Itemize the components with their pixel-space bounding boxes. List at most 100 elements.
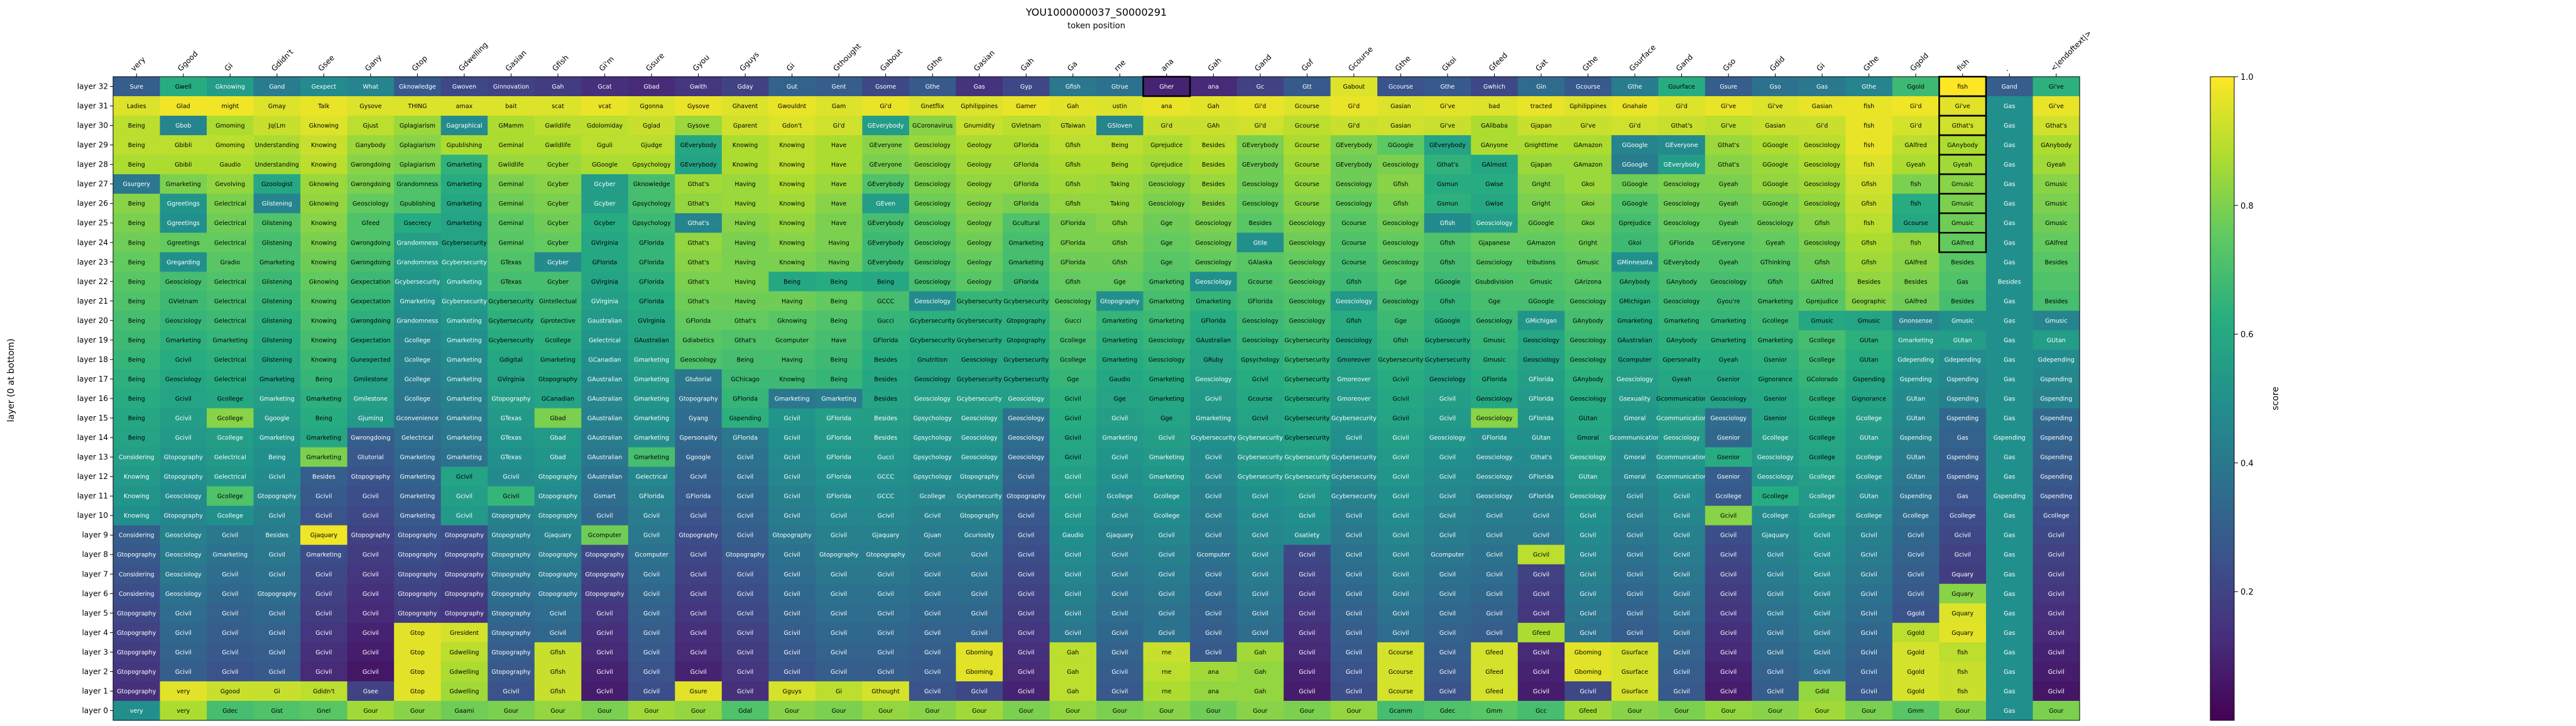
heatmap-cell (1424, 77, 1471, 97)
cell-label: Gcivil (1627, 571, 1643, 578)
cell-label: Gspending (2040, 376, 2072, 383)
cell-label: Gcivil (503, 493, 519, 500)
cell-label: GEveryone (1712, 239, 1745, 246)
cell-label: Gi'd (833, 123, 845, 129)
cell-label: Being (315, 376, 332, 383)
cell-label: Gyeah (1672, 376, 1691, 383)
heatmap-cell (1517, 116, 1565, 136)
cell-label: Gcivil (1111, 571, 1128, 578)
heatmap-cell (1798, 77, 1846, 97)
cell-label: Gcollege (919, 493, 946, 500)
heatmap-cell (2033, 291, 2080, 311)
cell-label: Gspending (2040, 396, 2072, 403)
cell-label: Having (734, 298, 755, 305)
cell-label: Gcivil (315, 649, 332, 656)
cell-label: Gcivil (1018, 688, 1034, 695)
heatmap-cell (1798, 291, 1846, 311)
cell-label: Gour (878, 708, 893, 715)
cell-label: Gcivil (269, 474, 285, 481)
heatmap-cell (1190, 291, 1238, 311)
heatmap-cell (1705, 213, 1752, 233)
heatmap-cell (1798, 311, 1846, 331)
heatmap-cell (113, 135, 161, 155)
heatmap-cells: Sure Gwell Gknowing Gand Gexpect What Gknowled… (113, 77, 2080, 721)
heatmap-cell (1517, 233, 1565, 253)
cell-label: Gi'd (1255, 123, 1267, 129)
cell-label: GAnybody (1947, 142, 1978, 149)
cell-label: Gcivil (1814, 571, 1830, 578)
heatmap-cell (2033, 233, 2080, 253)
cell-label: Gas (2004, 220, 2015, 227)
heatmap-cell (862, 349, 910, 370)
heatmap-cell (1330, 330, 1378, 350)
column-label: ana (1159, 57, 1176, 73)
cell-label: Gcivil (1955, 552, 1971, 559)
heatmap-cell (1143, 174, 1191, 194)
heatmap-cell (721, 213, 769, 233)
heatmap-cell (394, 272, 442, 292)
heatmap-cell (160, 349, 207, 370)
heatmap-cell (2033, 194, 2080, 214)
cell-label: Gcivil (596, 669, 613, 676)
cell-label: Gthat's (734, 317, 756, 324)
cell-label: GFlorida (686, 493, 711, 500)
cell-label: Besides (1857, 278, 1880, 285)
heatmap-cell (1752, 116, 1799, 136)
cell-label: Gdolomiday (587, 123, 623, 129)
cell-label: Gspending (1853, 376, 1885, 383)
heatmap-cell (1658, 291, 1706, 311)
cell-label: Geosciology (165, 317, 202, 324)
cell-label: GAnybody (1573, 376, 1603, 383)
cell-label: GFlorida (639, 278, 664, 285)
heatmap-cell (1517, 252, 1565, 272)
heatmap-cell (1798, 174, 1846, 194)
heatmap-cell (207, 174, 254, 194)
heatmap-cell (581, 291, 629, 311)
cell-label: Gcivil (1111, 415, 1128, 422)
column-label: Gthe (1581, 54, 1600, 73)
cell-label: GAlibaba (1481, 123, 1508, 129)
heatmap-cell (253, 135, 301, 155)
cell-label: Gfish (1346, 278, 1362, 285)
cell-label: Gah (1067, 649, 1079, 656)
cell-label: Gelectrical (636, 474, 668, 481)
cell-label: very (177, 688, 190, 695)
cell-label: Gdepending (2038, 356, 2075, 363)
heatmap-cell (1190, 349, 1238, 370)
cell-label: Gcivil (1673, 591, 1689, 598)
heatmap-cell (1471, 311, 1519, 331)
heatmap-cell (1096, 291, 1144, 311)
heatmap-cell (1705, 174, 1752, 194)
row-label: layer 2 (82, 667, 108, 676)
cell-label: Knowing (311, 356, 337, 363)
cell-label: Gprejudice (1150, 142, 1182, 149)
cell-label: Gpsychology (632, 220, 671, 227)
heatmap-cell (956, 252, 1003, 272)
cell-label: Gprotective (540, 317, 576, 324)
cell-label: Gcomputer (775, 337, 809, 344)
cell-label: Having (828, 239, 849, 246)
heatmap-cell (1517, 194, 1565, 214)
cell-label: Being (877, 278, 894, 285)
heatmap-cell (1471, 349, 1519, 370)
heatmap-cell (675, 213, 723, 233)
cell-label: GAustralian (1196, 337, 1231, 344)
heatmap-cell (1611, 77, 1659, 97)
cell-label: Ggoogle (265, 415, 290, 422)
cell-label: Gcivil (1065, 630, 1081, 637)
cell-label: Gcivil (1392, 513, 1409, 520)
cell-label: Gdec (222, 708, 237, 715)
cell-label: Gmarketing (634, 356, 669, 363)
heatmap-cell (160, 311, 207, 331)
heatmap-cell (675, 272, 723, 292)
cell-label: Gwildlife (545, 142, 571, 149)
heatmap-cell (862, 96, 910, 116)
cell-label: Having (734, 278, 755, 285)
heatmap-cell (1752, 135, 1799, 155)
cell-label: Geosciology (352, 201, 389, 207)
cell-label: Gour (1955, 708, 1970, 715)
cell-label: Gcivil (1392, 591, 1409, 598)
column-label: Gguys (738, 50, 761, 73)
cell-label: Gelectrical (214, 317, 246, 324)
heatmap-cell (1939, 252, 1987, 272)
